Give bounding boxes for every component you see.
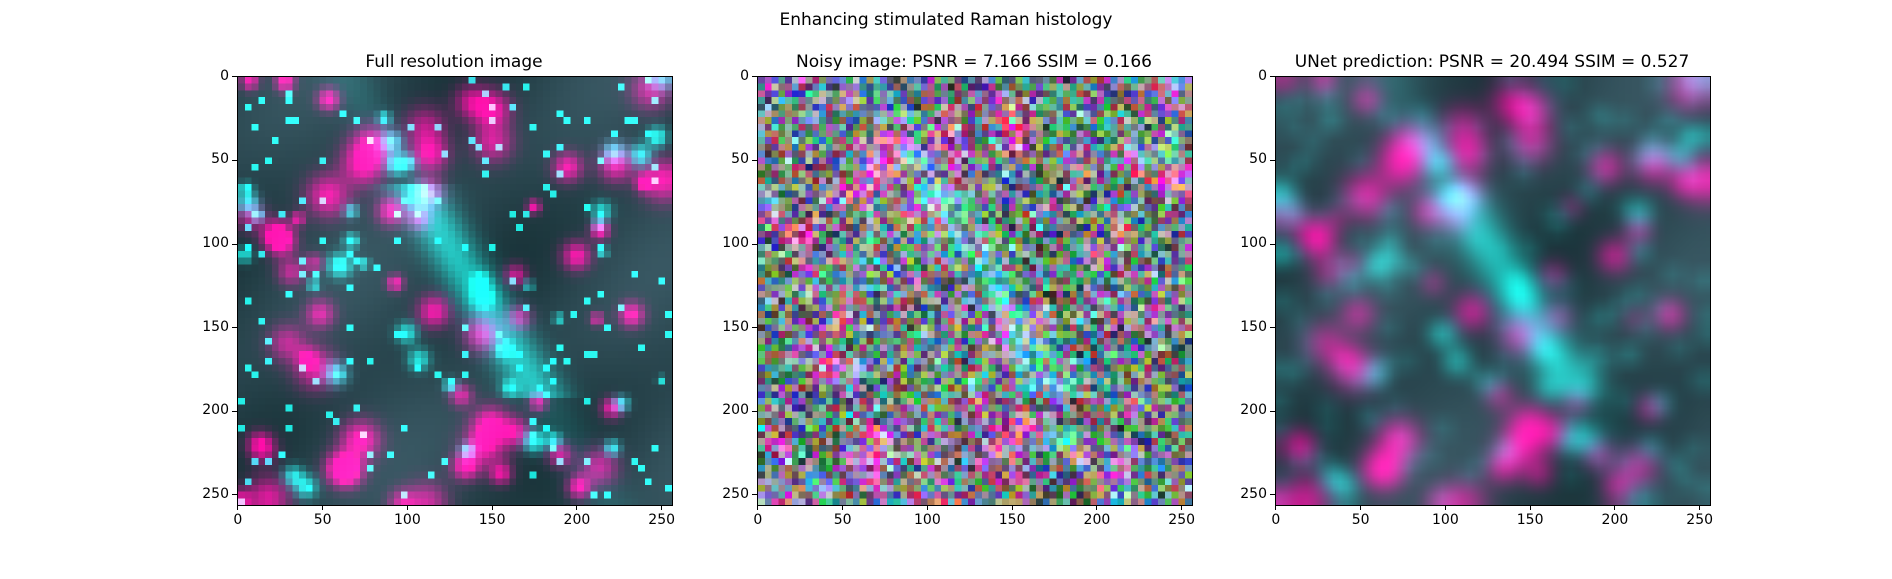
micrograph-image	[1276, 77, 1710, 505]
x-tick-mark	[1529, 505, 1531, 510]
y-tick-mark	[752, 159, 757, 161]
y-tick-label: 0	[1258, 67, 1267, 84]
x-tick-label: 0	[1271, 512, 1281, 528]
x-tick-mark	[661, 505, 663, 510]
micrograph-image	[238, 77, 672, 505]
panel-title: Full resolution image	[365, 52, 543, 72]
x-tick-mark	[1360, 505, 1362, 510]
y-tick-label: 150	[202, 318, 229, 335]
panel-title: UNet prediction: PSNR = 20.494 SSIM = 0.…	[1294, 52, 1690, 72]
y-tick-mark	[752, 327, 757, 329]
y-tick-mark	[752, 76, 757, 78]
y-tick-label: 50	[211, 151, 229, 168]
y-tick-mark	[1270, 76, 1275, 78]
x-tick-mark	[1275, 505, 1277, 510]
figure-suptitle: Enhancing stimulated Raman histology	[779, 10, 1113, 30]
image-axes	[1275, 76, 1711, 506]
x-tick-mark	[406, 505, 408, 510]
x-tick-mark	[1614, 505, 1616, 510]
x-tick-label: 0	[753, 512, 763, 528]
x-tick-label: 0	[233, 512, 243, 528]
y-tick-mark	[1270, 410, 1275, 412]
y-tick-label: 50	[1249, 151, 1267, 168]
x-tick-label: 150	[478, 512, 506, 528]
x-tick-mark	[757, 505, 759, 510]
x-tick-label: 250	[1686, 512, 1714, 528]
y-tick-mark	[232, 327, 237, 329]
y-tick-mark	[232, 410, 237, 412]
x-tick-mark	[322, 505, 324, 510]
x-tick-label: 250	[648, 512, 676, 528]
x-tick-label: 50	[313, 512, 332, 528]
x-tick-label: 200	[563, 512, 591, 528]
y-tick-label: 0	[220, 67, 229, 84]
x-tick-label: 50	[833, 512, 852, 528]
x-tick-mark	[1444, 505, 1446, 510]
y-tick-mark	[232, 76, 237, 78]
y-tick-label: 250	[722, 485, 749, 502]
y-tick-mark	[1270, 243, 1275, 245]
x-tick-label: 200	[1083, 512, 1111, 528]
y-tick-mark	[1270, 327, 1275, 329]
micrograph-image	[758, 77, 1192, 505]
x-tick-label: 100	[914, 512, 941, 528]
x-tick-mark	[1011, 505, 1013, 510]
y-tick-label: 50	[731, 151, 749, 168]
y-tick-label: 200	[202, 402, 229, 419]
y-tick-mark	[752, 494, 757, 496]
y-tick-label: 100	[722, 235, 749, 252]
x-tick-mark	[1096, 505, 1098, 510]
y-tick-label: 250	[202, 485, 229, 502]
panel-title: Noisy image: PSNR = 7.166 SSIM = 0.166	[796, 52, 1152, 72]
y-tick-mark	[232, 494, 237, 496]
x-tick-mark	[926, 505, 928, 510]
y-tick-label: 200	[1240, 402, 1267, 419]
y-tick-mark	[752, 410, 757, 412]
x-tick-label: 250	[1168, 512, 1196, 528]
y-tick-label: 100	[202, 235, 229, 252]
x-tick-label: 50	[1351, 512, 1370, 528]
y-tick-mark	[752, 243, 757, 245]
x-tick-label: 150	[1516, 512, 1544, 528]
y-tick-label: 100	[1240, 235, 1267, 252]
y-tick-mark	[232, 159, 237, 161]
image-axes	[757, 76, 1193, 506]
x-tick-label: 100	[394, 512, 421, 528]
y-tick-mark	[232, 243, 237, 245]
x-tick-mark	[491, 505, 493, 510]
y-tick-mark	[1270, 159, 1275, 161]
x-tick-label: 100	[1432, 512, 1459, 528]
y-tick-label: 150	[722, 318, 749, 335]
x-tick-mark	[1699, 505, 1701, 510]
x-tick-mark	[237, 505, 239, 510]
y-tick-label: 200	[722, 402, 749, 419]
y-tick-label: 250	[1240, 485, 1267, 502]
x-tick-label: 150	[998, 512, 1026, 528]
y-tick-mark	[1270, 494, 1275, 496]
y-tick-label: 150	[1240, 318, 1267, 335]
y-tick-label: 0	[740, 67, 749, 84]
x-tick-mark	[1181, 505, 1183, 510]
x-tick-label: 200	[1601, 512, 1629, 528]
x-tick-mark	[842, 505, 844, 510]
image-axes	[237, 76, 673, 506]
x-tick-mark	[576, 505, 578, 510]
